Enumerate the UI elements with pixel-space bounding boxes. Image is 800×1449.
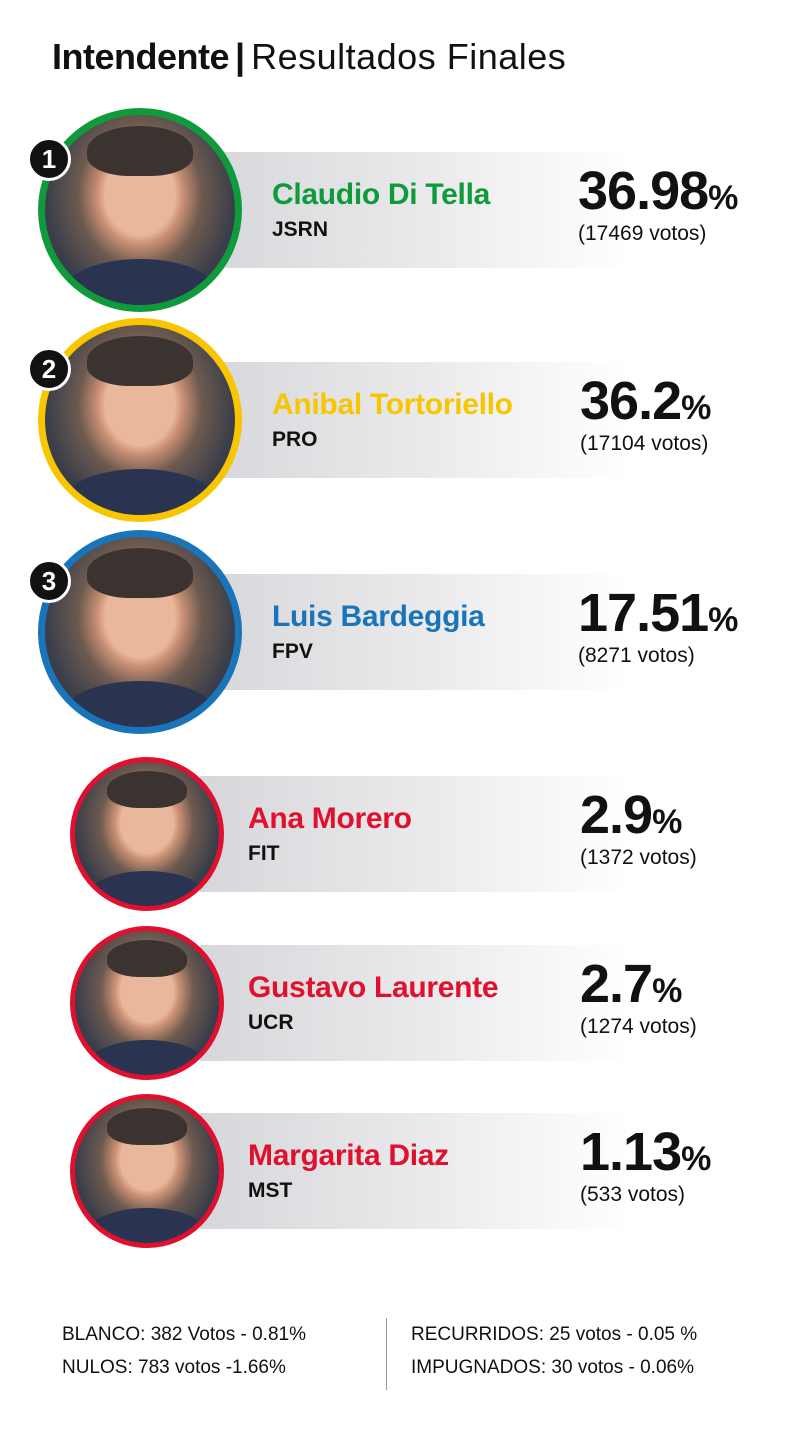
candidate-party: PRO: [272, 428, 318, 451]
title-separator: |: [235, 36, 246, 77]
candidate-percent: 2.7%: [580, 954, 682, 1014]
candidate-photo: [70, 1094, 224, 1248]
candidate-name: Ana Morero: [248, 802, 412, 835]
candidate-row: Gustavo Laurente UCR 2.7% (1274 votos): [0, 926, 800, 1080]
title-bold: Intendente: [52, 36, 230, 77]
candidate-photo: [70, 926, 224, 1080]
candidate-name: Anibal Tortoriello: [272, 388, 513, 421]
candidate-party: FIT: [248, 842, 280, 865]
candidate-name: Margarita Diaz: [248, 1139, 449, 1172]
candidate-row: Margarita Diaz MST 1.13% (533 votos): [0, 1094, 800, 1248]
candidate-photo: [38, 530, 242, 734]
title-subtitle: Resultados Finales: [251, 36, 567, 77]
candidate-percent: 1.13%: [580, 1122, 711, 1182]
candidate-photo: [38, 108, 242, 312]
candidate-votes: (17469 votos): [578, 222, 707, 245]
candidate-percent: 2.9%: [580, 785, 682, 845]
candidate-percent: 17.51%: [578, 583, 738, 643]
candidate-votes: (8271 votos): [578, 644, 695, 667]
candidate-row: 1 Claudio Di Tella JSRN 36.98% (17469 vot…: [0, 108, 800, 312]
candidate-row: 2 Anibal Tortoriello PRO 36.2% (17104 vot…: [0, 318, 800, 522]
candidate-band: [200, 152, 630, 268]
candidate-votes: (1274 votos): [580, 1015, 697, 1038]
candidate-photo: [70, 757, 224, 911]
candidate-row: Ana Morero FIT 2.9% (1372 votos): [0, 757, 800, 911]
rank-badge: 3: [27, 559, 71, 603]
candidate-band: [200, 574, 630, 690]
candidate-party: MST: [248, 1179, 293, 1202]
footer-right: RECURRIDOS: 25 votos - 0.05 % IMPUGNADOS…: [411, 1318, 697, 1384]
blanco-stat: BLANCO: 382 Votos - 0.81%: [62, 1324, 306, 1345]
rank-badge: 2: [27, 347, 71, 391]
candidate-party: JSRN: [272, 218, 329, 241]
candidate-name: Gustavo Laurente: [248, 971, 499, 1004]
candidate-name: Claudio Di Tella: [272, 178, 491, 211]
nulos-stat: NULOS: 783 votos -1.66%: [62, 1357, 286, 1378]
candidate-percent: 36.98%: [578, 161, 738, 221]
candidate-party: UCR: [248, 1011, 294, 1034]
candidate-band: [200, 362, 630, 478]
candidate-votes: (17104 votos): [580, 432, 709, 455]
candidate-band: [200, 1113, 630, 1229]
candidate-band: [200, 945, 630, 1061]
candidate-percent: 36.2%: [580, 371, 711, 431]
footer-divider: [386, 1318, 387, 1390]
recurridos-stat: RECURRIDOS: 25 votos - 0.05 %: [411, 1324, 698, 1345]
candidate-row: 3 Luis Bardeggia FPV 17.51% (8271 votos): [0, 530, 800, 734]
candidate-votes: (533 votos): [580, 1183, 686, 1206]
page-title: Intendente | Resultados Finales: [52, 36, 566, 78]
candidate-photo: [38, 318, 242, 522]
candidate-votes: (1372 votos): [580, 846, 697, 869]
footer-left: BLANCO: 382 Votos - 0.81% NULOS: 783 vot…: [62, 1318, 306, 1384]
candidate-band: [200, 776, 630, 892]
candidate-name: Luis Bardeggia: [272, 600, 485, 633]
rank-badge: 1: [27, 137, 71, 181]
impugnados-stat: IMPUGNADOS: 30 votos - 0.06%: [411, 1357, 694, 1378]
candidate-party: FPV: [272, 640, 313, 663]
